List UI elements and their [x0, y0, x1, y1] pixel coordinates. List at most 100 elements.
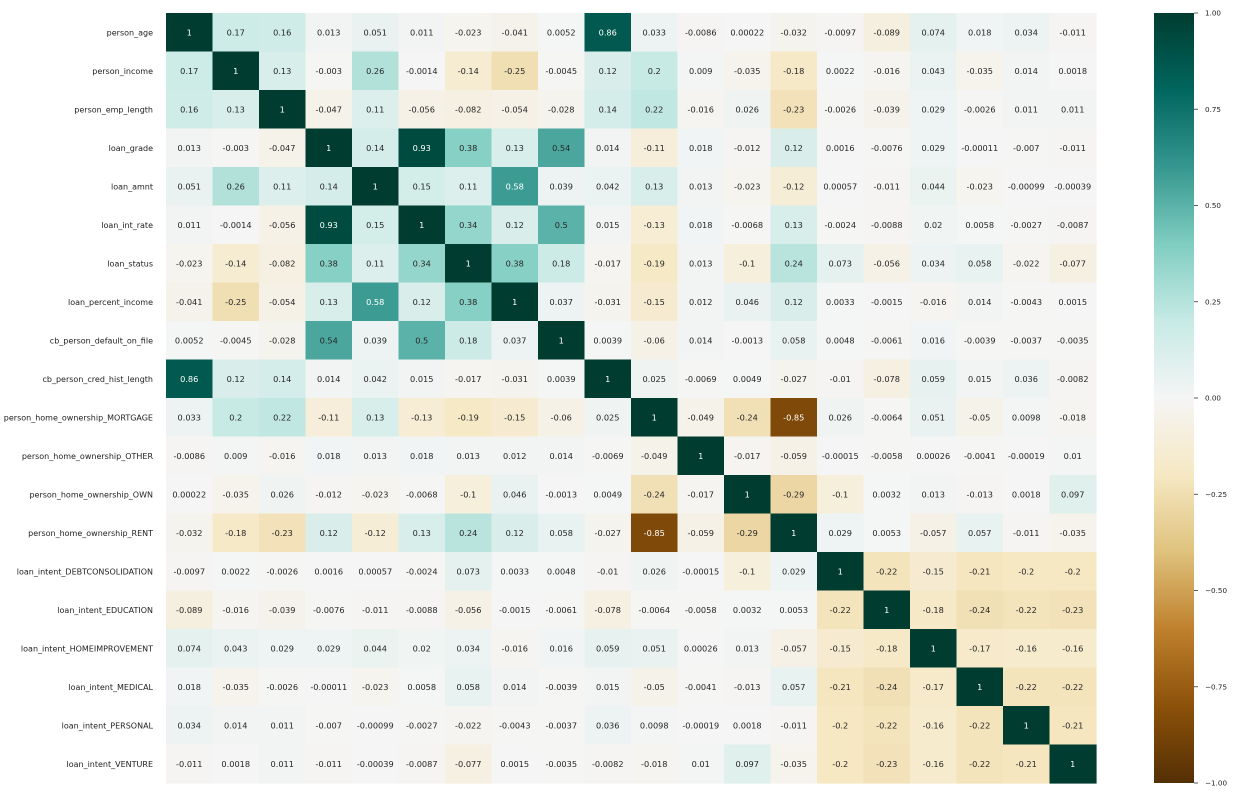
- heatmap-cell: [817, 398, 865, 438]
- heatmap-cell: [445, 90, 493, 130]
- cell-value-label: 0.26: [366, 66, 384, 76]
- heatmap-cell: [212, 167, 260, 207]
- heatmap-cell: [1049, 282, 1097, 322]
- cell-value-label: -0.0076: [313, 605, 345, 615]
- cell-value-label: 0.013: [689, 258, 712, 268]
- cell-value-label: -0.011: [1013, 528, 1039, 538]
- cell-value-label: -0.2: [1065, 566, 1081, 576]
- heatmap-cell: [212, 244, 260, 284]
- cell-value-label: 0.0015: [500, 759, 529, 769]
- cell-value-label: -0.06: [644, 335, 665, 345]
- heatmap-cell: [584, 629, 632, 669]
- cell-value-label: -0.0058: [871, 451, 903, 461]
- heatmap-cell: [305, 359, 353, 399]
- heatmap-cell: [956, 706, 1004, 746]
- cell-value-label: 0.033: [643, 27, 666, 37]
- heatmap-cell: [910, 552, 958, 592]
- heatmap-cell: [584, 167, 632, 207]
- heatmap-cell: [352, 398, 400, 438]
- cell-value-label: 0.058: [782, 335, 805, 345]
- heatmap-cell: [677, 167, 725, 207]
- heatmap-cell: [259, 205, 307, 245]
- heatmap-cell: [259, 51, 307, 91]
- colorbar-tick-label: 0.75: [1205, 105, 1221, 114]
- cell-value-label: -0.017: [734, 451, 760, 461]
- cell-value-label: -0.0014: [220, 220, 252, 230]
- heatmap-cell: [910, 205, 958, 245]
- cell-value-label: 0.54: [552, 143, 570, 153]
- heatmap-cell: [305, 436, 353, 476]
- heatmap-cell: [538, 706, 586, 746]
- row-label-loan_percent_income: loan_percent_income: [68, 298, 153, 307]
- heatmap-cell: [677, 590, 725, 630]
- heatmap-cell: [491, 744, 539, 784]
- heatmap-cell: [817, 51, 865, 91]
- cell-value-label: -0.056: [874, 258, 900, 268]
- heatmap-cell: [1049, 359, 1097, 399]
- heatmap-cell: [166, 282, 214, 322]
- colorbar-tick-label: −1.00: [1205, 779, 1227, 788]
- cell-value-label: -0.0061: [545, 605, 577, 615]
- cell-value-label: -0.089: [176, 605, 202, 615]
- heatmap-cell: [863, 359, 911, 399]
- heatmap-cell: [724, 744, 772, 784]
- heatmap-cell: [491, 667, 539, 707]
- heatmap-cell: [352, 205, 400, 245]
- cell-value-label: -0.082: [269, 258, 295, 268]
- heatmap-cell: [491, 90, 539, 130]
- cell-value-label: -0.0024: [406, 566, 438, 576]
- cell-value-label: 0.00026: [684, 643, 718, 653]
- colorbar-tick-label: 0.00: [1205, 394, 1221, 403]
- heatmap-cell: [166, 629, 214, 669]
- heatmap-cell: [770, 667, 818, 707]
- cell-value-label: -0.15: [830, 643, 851, 653]
- heatmap-cell: [1003, 13, 1051, 53]
- cell-value-label: -0.057: [781, 643, 807, 653]
- heatmap-cell: [956, 321, 1004, 361]
- cell-value-label: -0.012: [734, 143, 760, 153]
- heatmap-cell: [677, 475, 725, 515]
- heatmap-cell: [538, 398, 586, 438]
- cell-value-label: -0.15: [923, 566, 944, 576]
- cell-value-label: 0.0058: [965, 220, 994, 230]
- colorbar-tick-label: −0.75: [1205, 682, 1227, 691]
- cell-value-label: -0.013: [967, 489, 993, 499]
- cell-value-label: -0.049: [641, 451, 667, 461]
- heatmap-cell: [1049, 706, 1097, 746]
- heatmap-cell: [166, 398, 214, 438]
- heatmap-cell: [212, 13, 260, 53]
- cell-value-label: -0.077: [455, 759, 481, 769]
- heatmap-cell: [305, 667, 353, 707]
- cell-value-label: 0.0018: [1012, 489, 1041, 499]
- heatmap-cell: [677, 51, 725, 91]
- heatmap-cell: [1049, 475, 1097, 515]
- heatmap-cell: [677, 744, 725, 784]
- cell-value-label: -0.0027: [406, 720, 438, 730]
- cell-value-label: -0.077: [1060, 258, 1086, 268]
- heatmap-cell: [584, 282, 632, 322]
- heatmap-cell: [956, 205, 1004, 245]
- heatmap-cell: [817, 706, 865, 746]
- cell-value-label: 0.15: [366, 220, 384, 230]
- cell-value-label: -0.0026: [266, 682, 298, 692]
- heatmap-cell: [1003, 359, 1051, 399]
- heatmap-cell: [724, 436, 772, 476]
- cell-value-label: 1: [745, 489, 750, 499]
- heatmap-cell: [677, 513, 725, 553]
- cell-value-label: -0.18: [876, 643, 897, 653]
- cell-value-label: 0.00057: [358, 566, 392, 576]
- cell-value-label: -0.047: [316, 104, 342, 114]
- heatmap-cell: [398, 744, 446, 784]
- heatmap-cell: [491, 128, 539, 168]
- heatmap-cell: [817, 475, 865, 515]
- heatmap-cell: [631, 513, 679, 553]
- heatmap-cell: [398, 13, 446, 53]
- heatmap-cell: [305, 552, 353, 592]
- cell-value-label: 1: [1070, 759, 1075, 769]
- cell-value-label: -0.017: [595, 258, 621, 268]
- heatmap-cell: [1049, 167, 1097, 207]
- cell-value-label: -0.00099: [1008, 181, 1045, 191]
- colorbar-tick-label: 0.50: [1205, 201, 1221, 210]
- cell-value-label: -0.023: [734, 181, 760, 191]
- heatmap-cell: [724, 205, 772, 245]
